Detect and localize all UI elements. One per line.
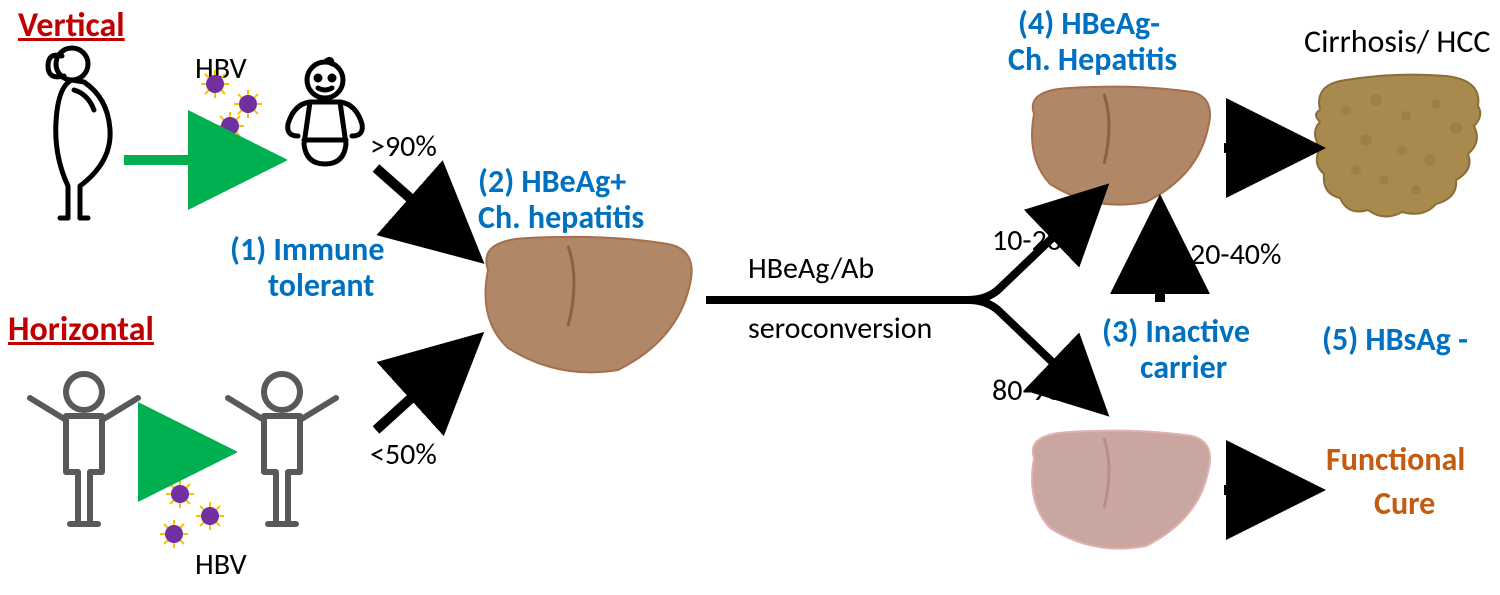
liver-cirrhosis <box>1315 75 1480 217</box>
arrow-black-top <box>376 168 462 244</box>
diagram-canvas: Vertical Horizontal HBV HBV >90% <50% (1… <box>0 0 1500 595</box>
baby-icon <box>288 59 363 164</box>
child-right-icon <box>228 374 336 524</box>
arrow-black-bot <box>376 352 462 430</box>
pregnant-icon <box>48 48 110 218</box>
child-left-icon <box>30 374 138 524</box>
sero-branch-up <box>968 200 1092 300</box>
svg-layer <box>0 0 1500 595</box>
sero-branch-dn <box>968 300 1092 400</box>
liver-stage4 <box>1032 87 1210 205</box>
virus-cluster-top <box>201 70 262 140</box>
liver-stage2 <box>486 237 692 373</box>
liver-stage3 <box>1032 431 1210 549</box>
virus-cluster-bottom <box>160 480 224 548</box>
